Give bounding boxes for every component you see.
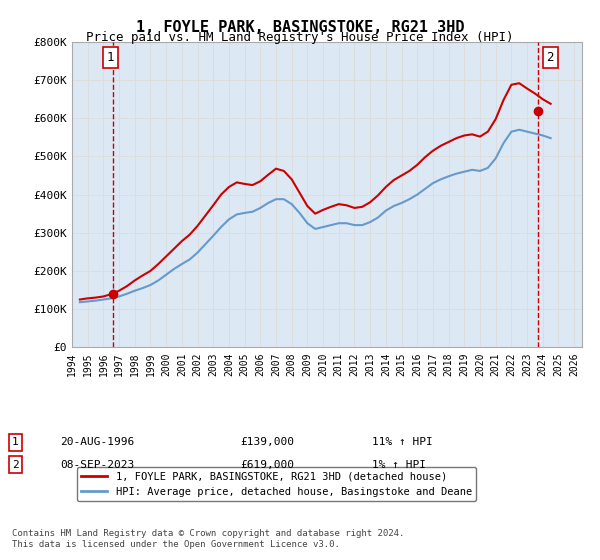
Text: 1: 1 [12,437,19,447]
Text: 1, FOYLE PARK, BASINGSTOKE, RG21 3HD: 1, FOYLE PARK, BASINGSTOKE, RG21 3HD [136,20,464,35]
Bar [72,42,86,347]
Text: 1: 1 [107,51,115,64]
Text: £139,000: £139,000 [240,437,294,447]
Text: 20-AUG-1996: 20-AUG-1996 [60,437,134,447]
Text: 1% ↑ HPI: 1% ↑ HPI [372,460,426,470]
Text: Contains HM Land Registry data © Crown copyright and database right 2024.
This d: Contains HM Land Registry data © Crown c… [12,529,404,549]
Legend: 1, FOYLE PARK, BASINGSTOKE, RG21 3HD (detached house), HPI: Average price, detac: 1, FOYLE PARK, BASINGSTOKE, RG21 3HD (de… [77,467,476,501]
Text: 2: 2 [547,51,554,64]
Text: Price paid vs. HM Land Registry's House Price Index (HPI): Price paid vs. HM Land Registry's House … [86,31,514,44]
Text: £619,000: £619,000 [240,460,294,470]
Text: 08-SEP-2023: 08-SEP-2023 [60,460,134,470]
Text: 2: 2 [12,460,19,470]
Bar [560,42,582,347]
Text: 11% ↑ HPI: 11% ↑ HPI [372,437,433,447]
Bar [72,42,582,347]
